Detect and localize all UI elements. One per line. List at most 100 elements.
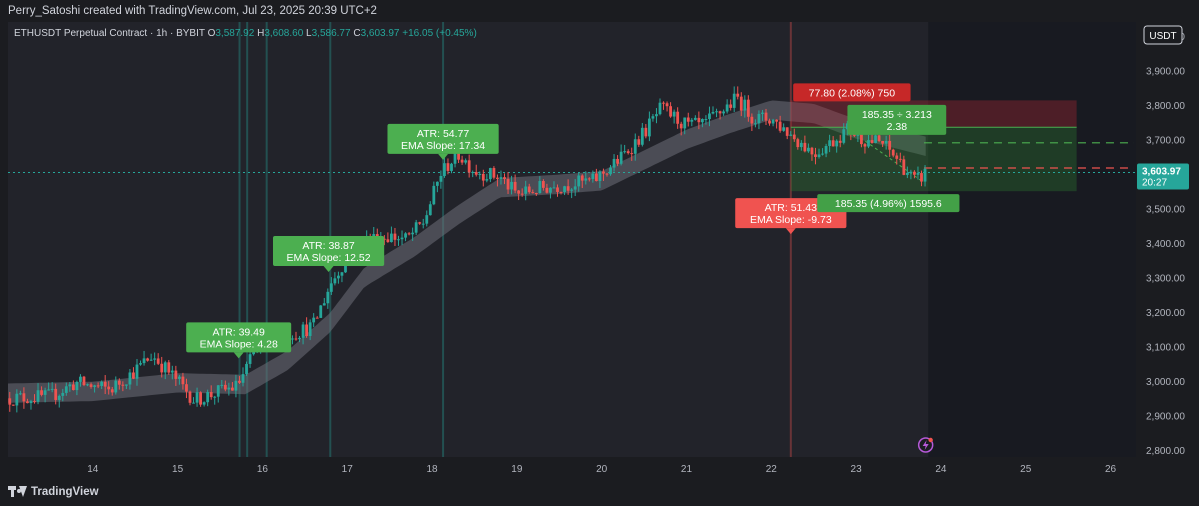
ohlc-low: 3,586.77 — [312, 28, 354, 39]
candle-body — [146, 358, 149, 361]
candle-body — [397, 239, 400, 241]
signal-label-3-text-0: ATR: 51.43 — [765, 202, 817, 214]
candle-body — [100, 381, 104, 386]
candle-body — [693, 117, 697, 120]
candle-body — [149, 359, 153, 361]
candle-body — [234, 380, 238, 391]
candle-body — [739, 96, 743, 111]
candle-body — [18, 393, 22, 395]
candle-body — [566, 186, 570, 191]
time-tick-label: 17 — [342, 464, 354, 475]
candle-body — [478, 173, 482, 175]
candle-body — [36, 390, 40, 402]
candle-body — [718, 111, 722, 114]
candle-body — [799, 142, 803, 148]
candle-body — [68, 384, 72, 387]
candle-body — [117, 380, 121, 385]
candle-body — [471, 172, 475, 174]
candle-body — [729, 104, 733, 108]
candle-body — [89, 384, 93, 387]
candle-body — [545, 187, 549, 193]
candle-body — [757, 113, 761, 124]
signal-label-0-box — [186, 322, 292, 353]
candle-body — [185, 384, 188, 392]
candle-body — [715, 111, 718, 113]
candle-body — [672, 111, 676, 117]
candle-body — [644, 127, 648, 137]
signal-label-3-text-1: EMA Slope: -9.73 — [750, 214, 832, 226]
time-tick-label: 25 — [1020, 464, 1032, 475]
candle-body — [199, 392, 202, 405]
candle-body — [538, 181, 542, 194]
candle-body — [241, 374, 245, 383]
candle-body — [488, 168, 492, 180]
candle-body — [181, 376, 185, 385]
position-target-zone — [790, 127, 1077, 192]
candle-body — [541, 181, 545, 188]
ohlc-high: 3,608.60 — [264, 28, 306, 39]
position-target-label-text-0: 185.35 (4.96%) 1595.6 — [835, 198, 942, 210]
position-rr-label-box — [847, 104, 947, 135]
candle-body — [43, 390, 47, 395]
candle-body — [552, 187, 556, 189]
candle-body — [704, 119, 708, 121]
candle-body — [771, 119, 775, 124]
candle-body — [213, 396, 217, 398]
candle-body — [209, 392, 213, 398]
candle-body — [884, 140, 888, 144]
candle-body — [103, 381, 107, 387]
candle-body — [464, 160, 468, 163]
symbol-name: ETHUSDT Perpetual Contract · 1h · BYBIT — [14, 28, 208, 39]
candle-body — [598, 171, 602, 182]
candle-body — [457, 148, 460, 160]
candle-body — [188, 391, 192, 403]
signal-label-pointer-2 — [438, 153, 449, 160]
ohlc-open: 3,587.92 — [215, 28, 257, 39]
time-tick-label: 26 — [1105, 464, 1117, 475]
candle-body — [506, 179, 510, 190]
candle-body — [775, 119, 779, 122]
candle-body — [245, 363, 248, 375]
position-rr-label-text-0: 185.35 ÷ 3.213 — [862, 109, 932, 121]
price-chart[interactable]: ATR: 39.49 EMA Slope: 4.28 ATR: 38.87 EMA S… — [8, 22, 1191, 480]
time-tick-label: 14 — [87, 464, 99, 475]
candle-body — [591, 173, 595, 179]
candle-body — [411, 232, 415, 235]
position-stop-label-text-0: 77.80 (2.08%) 750 — [809, 87, 896, 99]
candle-body — [248, 354, 252, 364]
time-tick-label: 22 — [766, 464, 778, 475]
signal-label-2-text-0: ATR: 54.77 — [417, 128, 469, 140]
candle-body — [305, 324, 309, 336]
candle-body — [722, 111, 726, 114]
candle-body — [291, 338, 294, 340]
signal-label-2-box — [387, 123, 499, 154]
candle-body — [690, 119, 694, 122]
position-target-label-box — [817, 194, 960, 213]
candle-body — [700, 119, 704, 123]
candle-body — [630, 153, 634, 155]
candle-body — [499, 177, 503, 179]
candle-body — [676, 111, 680, 124]
candle-body — [754, 123, 757, 125]
candle-body — [520, 193, 524, 195]
candle-body — [340, 272, 344, 276]
candle-body — [633, 139, 637, 154]
candle-body — [121, 384, 125, 386]
signal-label-0-text-1: EMA Slope: 4.28 — [200, 338, 278, 350]
candle-body — [785, 127, 789, 136]
candle-body — [534, 193, 538, 195]
candle-body — [481, 173, 485, 181]
candle-body — [460, 159, 464, 163]
candle-body — [803, 142, 807, 152]
candle-body — [517, 190, 521, 194]
tradingview-logo-icon — [8, 486, 27, 498]
tradingview-logo[interactable]: TradingView — [8, 486, 99, 498]
candle-body — [789, 134, 793, 136]
candle-body — [750, 116, 754, 124]
candle-body — [898, 158, 902, 160]
candle-body — [308, 322, 312, 336]
candle-body — [577, 175, 581, 187]
candle-body — [453, 148, 457, 164]
candle-body — [450, 163, 453, 171]
